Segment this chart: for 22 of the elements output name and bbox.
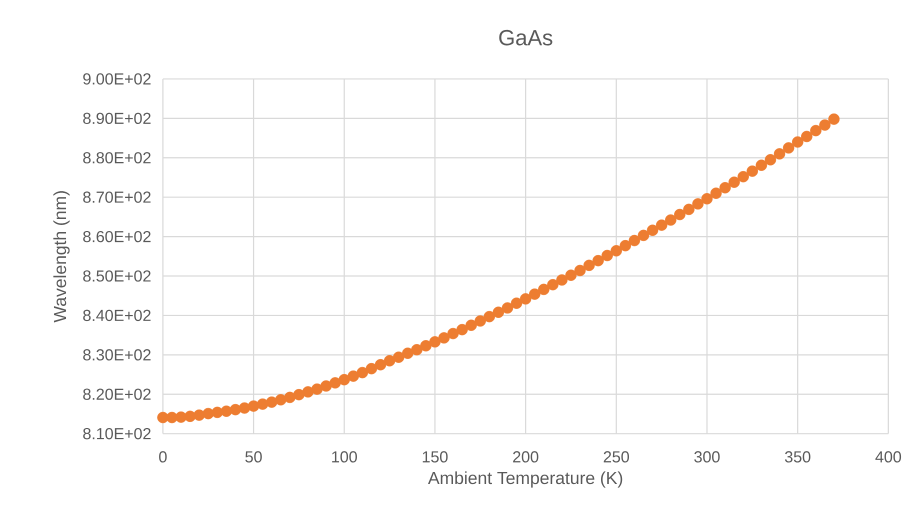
x-tick-label: 200 (513, 451, 538, 463)
y-tick-label: 8.30E+02 (83, 349, 151, 361)
y-tick-label: 8.90E+02 (83, 112, 151, 124)
y-tick-label: 9.00E+02 (83, 73, 151, 85)
y-tick-label: 8.70E+02 (83, 192, 151, 204)
y-tick-label: 8.40E+02 (83, 310, 151, 322)
y-axis-title: Wavelength (nm) (53, 191, 70, 323)
y-tick-label: 8.60E+02 (83, 231, 151, 242)
x-tick-label: 0 (159, 451, 167, 463)
x-tick-label: 100 (332, 451, 357, 463)
y-tick-label: 8.10E+02 (83, 428, 151, 440)
y-tick-label: 8.20E+02 (83, 388, 151, 400)
x-tick-label: 300 (694, 451, 720, 463)
y-tick-label: 8.50E+02 (83, 270, 151, 282)
chart-title: GaAs (499, 30, 552, 46)
x-axis-title: Ambient Temperature (K) (428, 472, 622, 488)
y-tick-label: 8.80E+02 (83, 152, 151, 164)
x-tick-label: 50 (245, 451, 262, 463)
x-tick-label: 250 (604, 451, 630, 463)
x-tick-label: 400 (875, 451, 902, 463)
x-tick-label: 350 (784, 451, 810, 463)
x-tick-label: 150 (422, 451, 448, 463)
